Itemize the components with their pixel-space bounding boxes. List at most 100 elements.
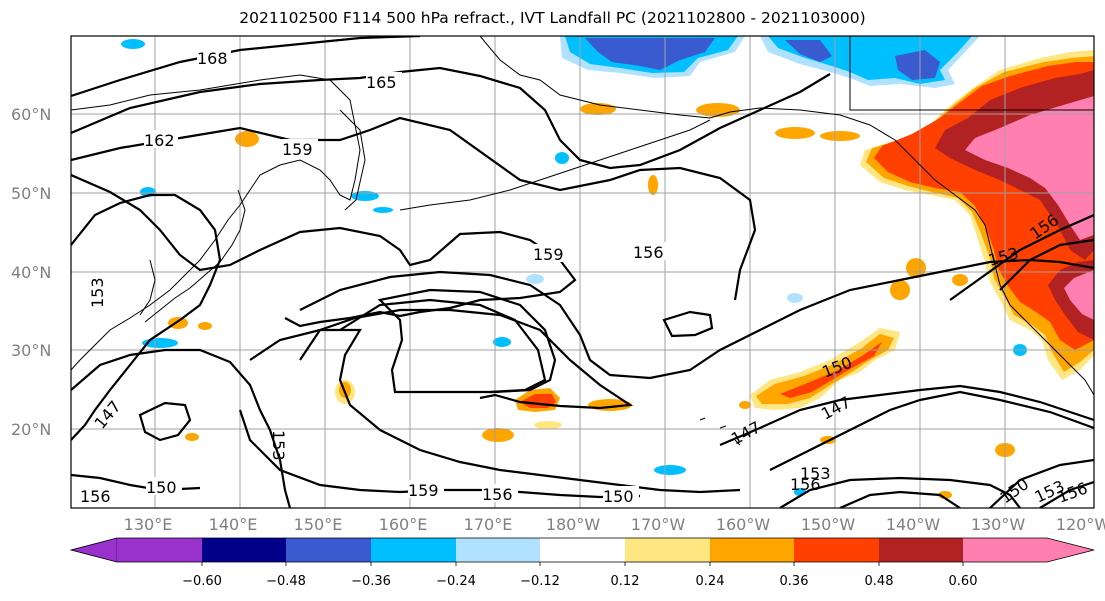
negative-anomaly-spot bbox=[373, 207, 393, 213]
contour-label: 168 bbox=[197, 49, 228, 68]
positive-anomaly-region bbox=[965, 96, 1094, 240]
alaska-coastline bbox=[479, 36, 1094, 396]
positive-anomaly-spot bbox=[952, 274, 968, 286]
lon-label: 180°W bbox=[546, 515, 601, 534]
contour-line bbox=[1039, 480, 1094, 508]
contour-label: 165 bbox=[366, 73, 397, 92]
positive-anomaly-spot bbox=[739, 401, 751, 409]
colorbar-tick-label: −0.48 bbox=[266, 574, 306, 589]
colorbar-segment bbox=[794, 538, 879, 562]
lat-label: 50°N bbox=[11, 184, 51, 203]
ivt-shading bbox=[121, 36, 1094, 499]
positive-anomaly-spot bbox=[890, 280, 910, 300]
contour-label: 159 bbox=[282, 140, 313, 159]
colorbar-tick-label: 0.36 bbox=[780, 574, 809, 589]
colorbar-tick-label: 0.24 bbox=[696, 574, 725, 589]
lon-label: 150°E bbox=[294, 515, 343, 534]
contour-line bbox=[769, 390, 1094, 471]
colorbar-segment bbox=[456, 538, 540, 562]
contour-line bbox=[949, 213, 1094, 301]
colorbar-segment bbox=[202, 538, 286, 562]
negative-anomaly-region bbox=[785, 40, 832, 62]
contour-line bbox=[71, 193, 222, 441]
lat-label: 20°N bbox=[11, 420, 51, 439]
lat-label: 30°N bbox=[11, 341, 51, 360]
north-america-interior-border bbox=[849, 36, 1094, 111]
colorbar-tick-label: −0.12 bbox=[520, 574, 560, 589]
negative-anomaly-region bbox=[895, 50, 940, 80]
contour-line bbox=[138, 401, 192, 442]
positive-anomaly-region bbox=[1064, 270, 1094, 320]
contour-label: 150 bbox=[996, 474, 1032, 507]
positive-anomaly-spot bbox=[198, 322, 212, 330]
positive-anomaly-spot bbox=[168, 317, 188, 329]
contour-line bbox=[377, 288, 557, 394]
longitude-labels: 130°E 140°E 150°E 160°E 170°E 180°W 170°… bbox=[124, 515, 1105, 534]
contour-labels: 168 165 162 159 159 156 153 150 147 147 … bbox=[80, 48, 1090, 507]
positive-anomaly-spot bbox=[482, 428, 514, 442]
hawaii-islands bbox=[699, 417, 741, 446]
lon-label: 170°W bbox=[631, 515, 686, 534]
colorbar-segment bbox=[371, 538, 456, 562]
lon-label: 140°W bbox=[886, 515, 941, 534]
lon-label: 130°W bbox=[971, 515, 1026, 534]
positive-anomaly-spot bbox=[235, 131, 259, 147]
lon-label: 160°E bbox=[379, 515, 428, 534]
contour-label: 147 bbox=[91, 397, 125, 433]
colorbar-segment bbox=[879, 538, 963, 562]
gridlines bbox=[71, 36, 1094, 508]
colorbar-segment bbox=[117, 538, 202, 562]
contour-label: 156 bbox=[80, 487, 111, 506]
contour-label: 147 bbox=[818, 392, 854, 423]
colorbar-tick-label: 0.48 bbox=[865, 574, 894, 589]
positive-anomaly-spot bbox=[696, 103, 740, 117]
contour-label: 162 bbox=[144, 131, 175, 150]
positive-anomaly-band bbox=[756, 334, 894, 404]
contour-label: 153 bbox=[88, 277, 107, 308]
colorbar-segment bbox=[625, 538, 710, 562]
contour-label: 159 bbox=[533, 245, 564, 264]
positive-anomaly-spot bbox=[534, 421, 562, 429]
positive-anomaly-spot bbox=[775, 127, 815, 139]
colorbar-segment bbox=[963, 538, 1047, 562]
map-title: 2021102500 F114 500 hPa refract., IVT La… bbox=[239, 9, 866, 27]
contour-label: 156 bbox=[482, 485, 513, 504]
colorbar-tick-label: 0.60 bbox=[949, 574, 978, 589]
lon-label: 140°E bbox=[209, 515, 258, 534]
lon-label: 120°W bbox=[1056, 515, 1105, 534]
positive-anomaly-spot bbox=[906, 258, 926, 278]
colorbar-tick-label: −0.60 bbox=[182, 574, 222, 589]
contour-label: 147 bbox=[728, 417, 764, 448]
contour-line bbox=[719, 384, 1094, 447]
colorbar-segment bbox=[540, 538, 625, 562]
contour-label: 153 bbox=[800, 464, 831, 483]
contour-label: 150 bbox=[603, 487, 634, 506]
negative-anomaly-region bbox=[585, 38, 715, 70]
positive-anomaly-spot bbox=[185, 433, 199, 441]
contour-line bbox=[662, 310, 714, 338]
lon-label: 170°E bbox=[464, 515, 513, 534]
kamchatka-coastline bbox=[339, 109, 366, 211]
negative-anomaly-spot bbox=[493, 337, 511, 347]
contour-line bbox=[989, 458, 1094, 508]
contour-line bbox=[71, 36, 421, 98]
colorbar-outline bbox=[69, 537, 1095, 563]
contour-label: 153 bbox=[269, 430, 288, 461]
colorbar-segment bbox=[286, 538, 371, 562]
contour-line bbox=[839, 490, 961, 508]
latitude-labels: 60°N 50°N 40°N 30°N 20°N bbox=[11, 105, 51, 439]
contour-line bbox=[71, 173, 577, 328]
lon-label: 160°W bbox=[716, 515, 771, 534]
lon-label: 130°E bbox=[124, 515, 173, 534]
contour-line bbox=[999, 238, 1094, 291]
coastlines bbox=[71, 36, 1094, 446]
contour-label: 156 bbox=[633, 243, 664, 262]
contour-line bbox=[71, 348, 292, 508]
lat-label: 40°N bbox=[11, 263, 51, 282]
contour-label: 156 bbox=[790, 475, 821, 494]
colorbar-segment bbox=[1047, 538, 1094, 562]
negative-anomaly-spot bbox=[121, 39, 145, 49]
negative-anomaly-spot bbox=[555, 152, 569, 164]
aleutian-chain bbox=[399, 119, 711, 211]
